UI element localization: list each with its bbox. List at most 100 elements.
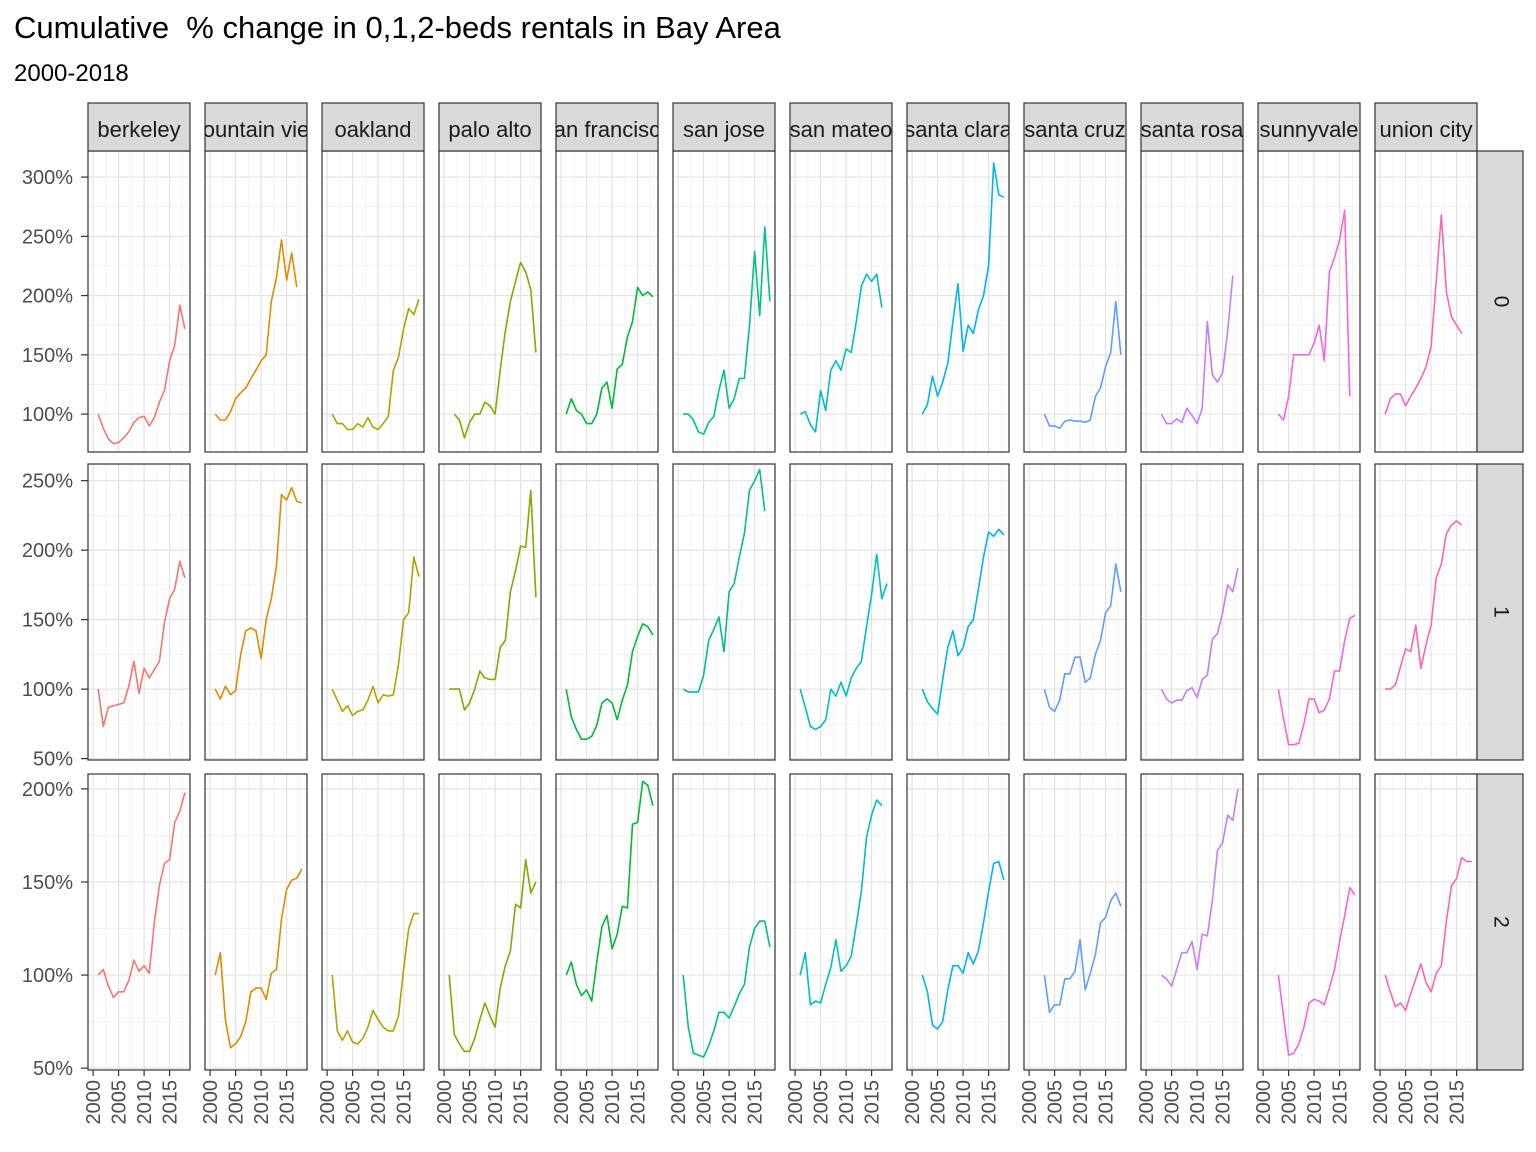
series-line-santa-cruz-row-0 — [1043, 300, 1122, 430]
x-tick-label: 2010 — [251, 1080, 273, 1125]
x-tick-label: 2010 — [602, 1080, 624, 1125]
x-tick-label: 2000 — [902, 1080, 924, 1125]
x-tick-label: 2015 — [1447, 1080, 1469, 1125]
panel-border — [1023, 773, 1127, 1071]
y-tick-label: 300% — [22, 167, 73, 189]
series-line-union-city-row-0 — [1384, 214, 1463, 415]
x-tick-label: 2015 — [628, 1080, 650, 1125]
x-tick-label: 2005 — [811, 1080, 833, 1125]
x-tick-label: 2000 — [1136, 1080, 1158, 1125]
series-line-berkeley-row-1 — [97, 560, 186, 728]
x-tick-label: 2010 — [1304, 1080, 1326, 1125]
panel-border — [1023, 463, 1127, 761]
x-tick-label: 2010 — [953, 1080, 975, 1125]
x-tick-label: 2015 — [862, 1080, 884, 1125]
series-line-santa-clara-row-1 — [921, 528, 1005, 715]
panel-border — [1140, 773, 1244, 1071]
facet-column-strip — [555, 102, 659, 152]
panel-border — [438, 773, 542, 1071]
series-line-san-jose-row-1 — [682, 468, 766, 693]
panel-border — [87, 773, 191, 1071]
series-line-san-mateo-row-0 — [799, 273, 883, 433]
y-tick-label: 100% — [22, 679, 73, 701]
panel-border — [1374, 773, 1478, 1071]
panel-border — [672, 150, 776, 453]
series-line-union-city-row-1 — [1385, 520, 1463, 690]
facet-column-label-santa-rosa: santa rosa — [1141, 117, 1244, 142]
series-line-union-city-row-2 — [1384, 856, 1472, 1012]
facet-column-label-berkeley: berkeley — [97, 117, 180, 142]
x-tick-label: 2005 — [460, 1080, 482, 1125]
series-line-mountain-view-row-1 — [214, 486, 303, 700]
series-line-oakland-row-1 — [331, 556, 420, 717]
series-line-santa-cruz-row-2 — [1043, 892, 1122, 1014]
facet-column-label-palo-alto: palo alto — [448, 117, 531, 142]
panel-border — [321, 773, 425, 1071]
series-line-mountain-view-row-0 — [214, 239, 298, 421]
x-tick-label: 2005 — [577, 1080, 599, 1125]
facet-column-strip — [789, 102, 893, 152]
x-tick-label: 2005 — [1396, 1080, 1418, 1125]
x-tick-label: 2015 — [745, 1080, 767, 1125]
y-tick-label: 250% — [22, 226, 73, 248]
series-line-berkeley-row-0 — [97, 304, 186, 445]
y-tick-label: 100% — [22, 404, 73, 426]
y-tick-label: 200% — [22, 779, 73, 801]
x-tick-label: 2005 — [226, 1080, 248, 1125]
panel-border — [204, 463, 308, 761]
series-line-santa-cruz-row-1 — [1043, 563, 1122, 713]
x-tick-label: 2000 — [434, 1080, 456, 1125]
panel-border — [555, 773, 659, 1071]
series-line-sunnyvale-row-0 — [1277, 209, 1351, 421]
series-line-san-francisco-row-1 — [565, 622, 654, 741]
panel-border — [321, 150, 425, 453]
x-tick-label: 2005 — [1045, 1080, 1067, 1125]
panel-border — [1257, 463, 1361, 761]
panel-border — [87, 150, 191, 453]
facet-row-label: 1 — [1489, 606, 1512, 618]
x-tick-label: 2005 — [1162, 1080, 1184, 1125]
x-tick-label: 2010 — [368, 1080, 390, 1125]
chart-title: Cumulative % change in 0,1,2-beds rental… — [14, 10, 781, 45]
panel-border — [789, 773, 893, 1071]
y-tick-label: 50% — [33, 749, 73, 771]
x-tick-label: 2000 — [83, 1080, 105, 1125]
panel-border — [555, 463, 659, 761]
panel-border — [906, 463, 1010, 761]
series-line-san-jose-row-0 — [683, 226, 771, 436]
x-tick-label: 2000 — [1019, 1080, 1041, 1125]
panel-border — [672, 463, 776, 761]
facet-column-strip — [906, 102, 1010, 152]
series-line-mountain-view-row-2 — [214, 868, 303, 1049]
facet-column-strip — [438, 102, 542, 152]
series-line-palo-alto-row-2 — [448, 858, 537, 1053]
x-tick-label: 2000 — [551, 1080, 573, 1125]
panel-border — [1140, 463, 1244, 761]
x-tick-label: 2015 — [394, 1080, 416, 1125]
facet-column-strip — [1140, 102, 1244, 152]
panel-border — [789, 463, 893, 761]
x-tick-label: 2015 — [1330, 1080, 1352, 1125]
panel-border — [906, 773, 1010, 1071]
y-tick-label: 150% — [22, 872, 73, 894]
series-line-palo-alto-row-1 — [449, 489, 537, 711]
x-tick-label: 2015 — [277, 1080, 299, 1125]
x-tick-label: 2010 — [485, 1080, 507, 1125]
facet-column-strip — [1374, 102, 1478, 152]
x-tick-label: 2000 — [668, 1080, 690, 1125]
panel-border — [204, 150, 308, 453]
x-tick-label: 2015 — [979, 1080, 1001, 1125]
x-tick-label: 2005 — [109, 1080, 131, 1125]
y-tick-label: 200% — [22, 286, 73, 308]
series-line-oakland-row-2 — [331, 912, 419, 1045]
panel-border — [789, 150, 893, 453]
facet-column-label-santa-clara: santa clara — [904, 117, 1012, 142]
facet-column-label-sunnyvale: sunnyvale — [1259, 117, 1358, 142]
x-tick-label: 2000 — [1370, 1080, 1392, 1125]
x-tick-label: 2010 — [1421, 1080, 1443, 1125]
x-tick-label: 2005 — [928, 1080, 950, 1125]
y-tick-label: 250% — [22, 471, 73, 493]
x-tick-label: 2000 — [785, 1080, 807, 1125]
panel-border — [87, 463, 191, 761]
series-line-santa-clara-row-2 — [921, 860, 1005, 1030]
